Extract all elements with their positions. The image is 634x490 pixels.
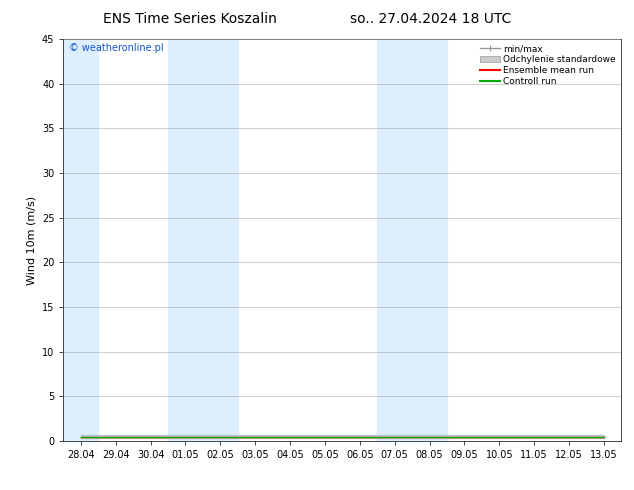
Text: ENS Time Series Koszalin: ENS Time Series Koszalin <box>103 12 277 26</box>
Text: so.. 27.04.2024 18 UTC: so.. 27.04.2024 18 UTC <box>351 12 512 26</box>
Bar <box>63 39 98 441</box>
Bar <box>203 39 238 441</box>
Y-axis label: Wind 10m (m/s): Wind 10m (m/s) <box>27 196 36 285</box>
Text: © weatheronline.pl: © weatheronline.pl <box>69 43 164 53</box>
Legend: min/max, Odchylenie standardowe, Ensemble mean run, Controll run: min/max, Odchylenie standardowe, Ensembl… <box>476 41 619 90</box>
Bar <box>377 39 412 441</box>
Bar <box>168 39 203 441</box>
Bar <box>412 39 447 441</box>
